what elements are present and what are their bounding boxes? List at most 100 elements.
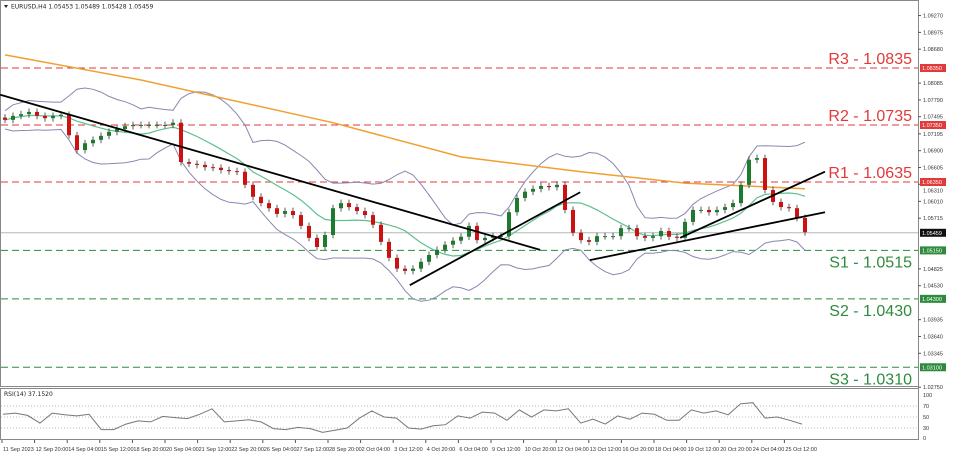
candle-bearish (787, 207, 791, 209)
candle-bearish (35, 111, 39, 116)
candle-bearish (635, 228, 639, 237)
candle-bearish (763, 158, 767, 190)
candle-bearish (211, 167, 215, 169)
candle-bearish (379, 224, 383, 242)
candle-bullish (611, 236, 615, 238)
rsi-tick-label: 30 (923, 426, 929, 432)
price-tag-text: 1.06350 (922, 180, 942, 186)
candle-bearish (707, 209, 711, 213)
candle-bullish (27, 111, 31, 115)
candle-bullish (163, 125, 167, 126)
candle-bearish (267, 203, 271, 209)
candle-bullish (331, 208, 335, 236)
rsi-line (2, 402, 803, 433)
level-label-r1: R1 - 1.0635 (828, 165, 912, 182)
candle-bullish (115, 128, 119, 132)
time-axis[interactable]: 11 Sep 2023 12 Sep 20:00 14 Sep 04:00 15 Se… (1, 440, 817, 453)
candle-bullish (51, 115, 55, 119)
rsi-layer: 100 70 50 30 0 (1, 393, 932, 442)
x-tick-label: 13 Oct 12:00 (590, 447, 622, 453)
x-tick-label: 15 Sep 12:00 (101, 447, 134, 453)
candle-bullish (619, 228, 623, 237)
candle-bullish (435, 249, 439, 255)
x-tick-label: 11 Sep 2023 (3, 447, 34, 453)
price-tag-text: 1.04300 (922, 297, 942, 303)
price-axis[interactable]: 1.09270 1.08975 1.08680 1.08085 1.07790 1.074… (918, 14, 943, 392)
candle-bullish (59, 114, 63, 116)
candle-bearish (259, 196, 263, 204)
y-tick-label: 1.05715 (923, 216, 943, 222)
y-tick-label: 1.03345 (923, 351, 943, 357)
price-tag-r1 (920, 178, 946, 186)
candle-bullish (99, 135, 103, 140)
candle-bearish (227, 170, 231, 172)
candle-bearish (347, 203, 351, 208)
price-tag-text: 1.05150 (922, 248, 942, 254)
rsi-panel-frame (0, 388, 919, 440)
candle-bullish (603, 236, 607, 238)
y-tick-label: 1.03640 (923, 334, 943, 340)
candle-bullish (595, 236, 599, 242)
candle-bullish (739, 184, 743, 204)
candle-bullish (451, 240, 455, 245)
candle-bullish (459, 236, 463, 241)
x-tick-label: 3 Oct 12:00 (394, 447, 422, 453)
price-tag-text: 1.03100 (922, 365, 942, 371)
y-tick-label: 1.09270 (923, 14, 943, 20)
candle-bearish (475, 225, 479, 241)
candle-bullish (123, 126, 127, 129)
candle-bullish (83, 143, 87, 151)
x-tick-label: 20 Oct 20:00 (720, 447, 752, 453)
candle-bullish (627, 228, 631, 230)
candle-bullish (699, 209, 703, 211)
trendline (409, 191, 581, 286)
main-chart-frame (0, 0, 919, 387)
candle-bearish (387, 241, 391, 258)
triangle-down-icon[interactable] (4, 5, 8, 8)
candle-bearish (67, 114, 71, 136)
symbol-info: EURUSD,H4 1.05453 1.05489 1.05428 1.0545… (11, 4, 153, 11)
x-tick-label: 12 Oct 04:00 (557, 447, 589, 453)
price-tag-s1 (920, 246, 946, 255)
candle-bearish (203, 164, 207, 168)
candle-bullish (131, 125, 135, 127)
price-tag-s3 (920, 363, 946, 372)
y-tick-label: 1.07790 (923, 98, 943, 104)
x-tick-label: 12 Sep 20:00 (36, 447, 69, 453)
candle-bearish (275, 208, 279, 214)
price-tag-text: 1.07350 (922, 123, 942, 129)
level-label-r2: R2 - 1.0735 (828, 108, 912, 125)
candle-bearish (779, 201, 783, 208)
y-tick-label: 1.06310 (923, 189, 943, 195)
candle-bullish (323, 235, 327, 247)
y-tick-label: 1.06900 (923, 149, 943, 155)
x-tick-label: 27 Sep 12:00 (296, 447, 329, 453)
level-label-r3: R3 - 1.0835 (828, 51, 912, 68)
rsi-tick-label: 70 (923, 404, 929, 410)
x-tick-label: 25 Oct 12:00 (785, 447, 817, 453)
candle-bullish (755, 158, 759, 160)
trendlines-layer (0, 93, 826, 286)
y-tick-label: 1.08085 (923, 81, 943, 87)
candles-layer (3, 108, 807, 275)
x-tick-label: 6 Oct 04:00 (459, 447, 487, 453)
current-price-tag-text: 1.05459 (922, 231, 942, 237)
candle-bearish (803, 217, 807, 233)
price-tags: 1.08350 1.07350 1.06350 1.05150 1.04300 1.031… (920, 64, 946, 372)
candle-bullish (499, 236, 503, 238)
candle-bullish (691, 209, 695, 222)
candle-bullish (515, 197, 519, 213)
candle-bullish (731, 203, 735, 208)
rsi-label: RSI(14) 37.1520 (4, 391, 53, 398)
x-tick-label: 19 Oct 12:00 (688, 447, 720, 453)
candle-bullish (651, 236, 655, 238)
candle-bearish (643, 236, 647, 238)
candle-bearish (579, 232, 583, 241)
x-tick-label: 16 Oct 20:00 (622, 447, 654, 453)
y-tick-label: 1.08680 (923, 47, 943, 53)
x-tick-label: 14 Sep 04:00 (68, 447, 101, 453)
candle-bullish (147, 125, 151, 126)
candle-bullish (339, 203, 343, 209)
candle-bearish (315, 237, 319, 247)
